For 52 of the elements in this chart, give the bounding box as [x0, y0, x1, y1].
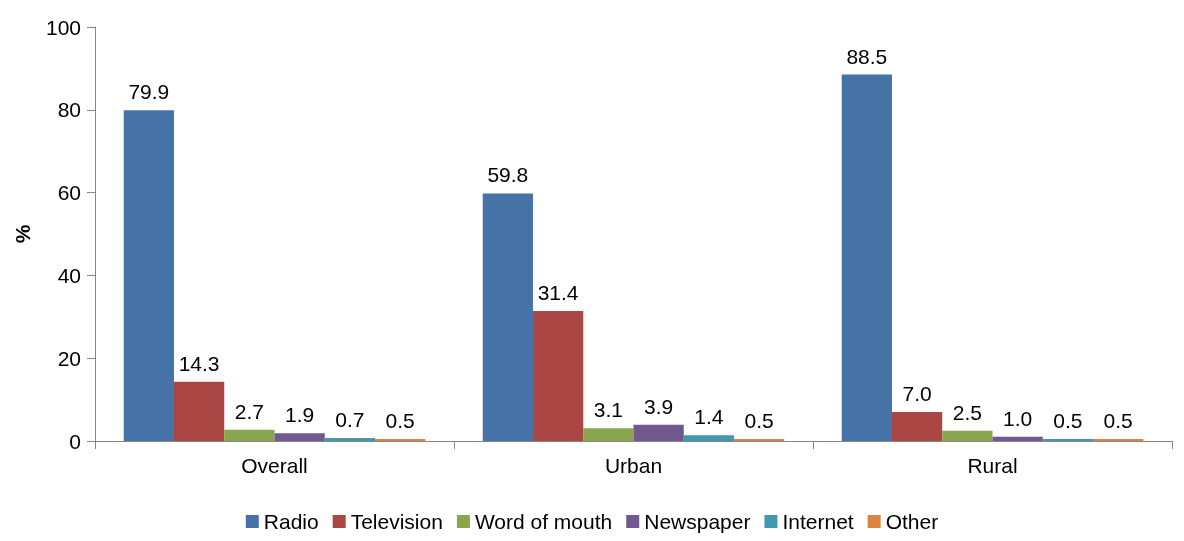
- y-tick-label: 0: [69, 429, 81, 453]
- data-label: 14.3: [178, 351, 220, 375]
- legend-label: Word of mouth: [474, 510, 613, 533]
- data-label: 0.5: [1053, 408, 1083, 432]
- data-label: 79.9: [128, 80, 170, 104]
- data-label: 0.5: [744, 408, 774, 432]
- bar: [734, 438, 785, 441]
- bar: [891, 412, 943, 441]
- bar: [841, 74, 892, 441]
- bar: [942, 430, 993, 441]
- data-label: 0.5: [1103, 408, 1133, 432]
- y-tick-label: 60: [57, 181, 81, 205]
- bar: [123, 110, 174, 441]
- data-label: 88.5: [846, 44, 888, 68]
- bar: [324, 438, 376, 441]
- bar: [274, 433, 325, 441]
- bar: [683, 435, 735, 441]
- bar: [583, 428, 634, 441]
- y-tick-label: 40: [57, 263, 81, 287]
- y-tick-label: 100: [45, 15, 81, 39]
- x-tick-label: Rural: [967, 454, 1018, 477]
- data-label: 1.0: [1003, 406, 1033, 430]
- data-label: 59.8: [487, 163, 529, 187]
- data-label: 0.7: [335, 408, 365, 432]
- data-label: 31.4: [537, 281, 579, 304]
- data-label: 1.9: [285, 403, 315, 427]
- legend-label: Newspaper: [644, 510, 751, 533]
- bar: [633, 424, 684, 441]
- data-label: 1.4: [694, 405, 724, 429]
- data-label: 3.9: [644, 394, 674, 418]
- x-tick-label: Overall: [241, 454, 308, 477]
- bar: [1093, 438, 1144, 441]
- bar: [173, 381, 225, 441]
- bar: [1042, 438, 1094, 441]
- data-label: 7.0: [902, 382, 932, 406]
- legend-label: Television: [350, 510, 443, 533]
- bar: [375, 438, 426, 441]
- legend-label: Radio: [263, 510, 319, 533]
- legend-label: Other: [885, 510, 939, 533]
- y-tick-label: 80: [57, 98, 81, 122]
- y-axis-title: %: [11, 224, 34, 244]
- data-label: 0.5: [385, 408, 415, 432]
- data-label: 3.1: [593, 398, 623, 422]
- x-tick-label: Urban: [604, 454, 663, 477]
- bar: [992, 436, 1043, 441]
- legend-label: Internet: [782, 510, 854, 533]
- bar: [224, 429, 275, 441]
- y-tick-label: 20: [57, 346, 81, 370]
- bar: [482, 193, 533, 441]
- bar: [532, 311, 584, 441]
- data-label: 2.7: [234, 399, 264, 423]
- data-label: 2.5: [952, 400, 982, 424]
